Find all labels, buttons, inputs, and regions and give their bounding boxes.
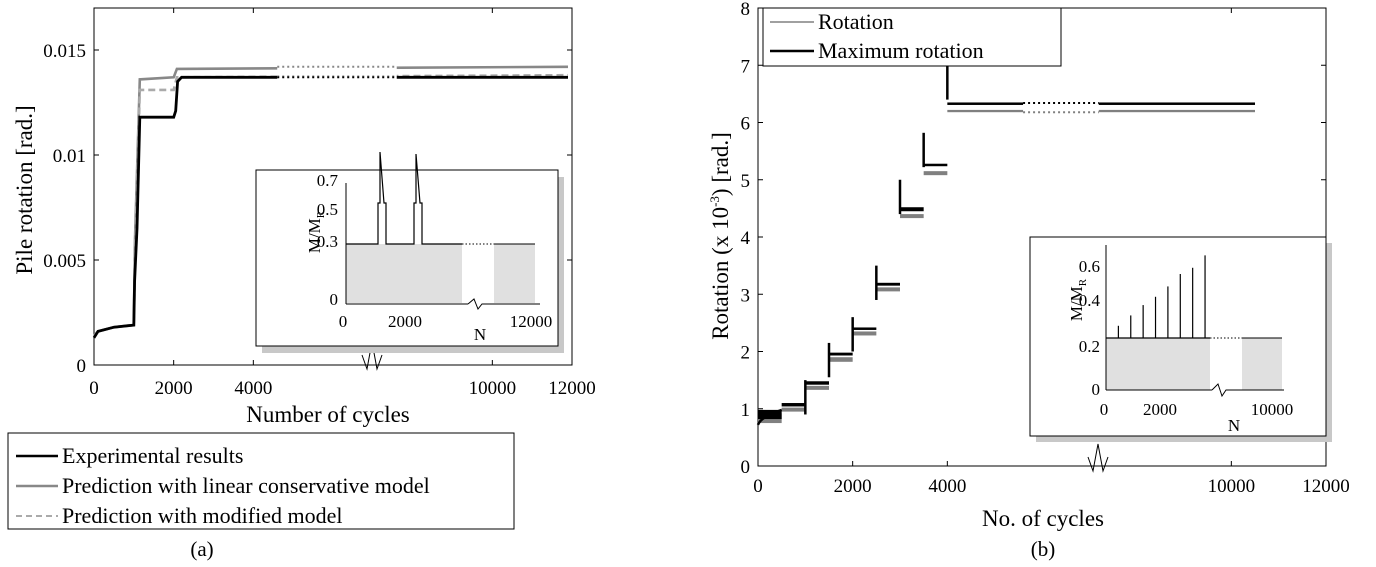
- b-legend-box: [762, 7, 1062, 67]
- b-inset: 0.6 0.4 0.2 0 0 2000 10000 N M/MR: [1029, 236, 1332, 442]
- plot-frame-a: [93, 7, 573, 366]
- b-ytick-label: 3: [741, 285, 751, 306]
- a-xlabel: Number of cycles: [246, 402, 410, 427]
- caption-b: (b): [1031, 537, 1056, 561]
- caption-a: (a): [190, 537, 213, 561]
- a-inset-fill-left: [346, 244, 462, 303]
- b-axis-break: [1087, 443, 1109, 473]
- a-xtick-label: 2000: [155, 378, 193, 399]
- b-legend: Rotation Maximum rotation: [762, 7, 1062, 67]
- a-inset-ytick: 0.7: [317, 171, 339, 190]
- b-max-band: [900, 207, 924, 212]
- b-ytick-label: 8: [741, 0, 751, 20]
- a-legend-box: [7, 432, 515, 530]
- b-xtick-label: 10000: [1208, 476, 1256, 497]
- b-max-band: [852, 327, 877, 330]
- b-xtick-label: 0: [753, 476, 763, 497]
- b-rotation-band: [947, 109, 1255, 113]
- b-max-band: [947, 102, 1255, 105]
- a-inset-xtick: 12000: [510, 312, 553, 331]
- b-xtick-label: 12000: [1302, 476, 1350, 497]
- a-xtick-label: 4000: [234, 378, 272, 399]
- a-ylabel: Pile rotation [rad.]: [12, 105, 37, 274]
- a-legend-label: Experimental results: [62, 443, 243, 468]
- b-ytick-label: 7: [741, 56, 751, 77]
- b-max-band: [781, 403, 806, 407]
- a-legend-label: Prediction with linear conservative mode…: [62, 473, 430, 498]
- a-series-line-0: [92, 75, 568, 339]
- a-series-group: [92, 60, 569, 339]
- a-legend-label: Prediction with modified model: [62, 503, 342, 528]
- b-rotation-band: [781, 407, 806, 412]
- a-inset-xlabel: N: [474, 325, 486, 344]
- a-axis-ticks: 0 2000 4000 10000 12000 0 0.005 0.01 0.015: [43, 8, 596, 399]
- b-xtick-label: 2000: [834, 476, 872, 497]
- b-inset-xtick: 10000: [1251, 400, 1294, 419]
- b-ytick-label: 6: [741, 114, 751, 135]
- b-axis-ticks: 0 2000 4000 10000 12000 0 1 2 3 4 5 6 7 8: [741, 0, 1350, 497]
- b-inset-ytick: 0: [1092, 380, 1101, 399]
- a-inset-ytick: 0: [330, 290, 339, 309]
- b-ytick-label: 1: [741, 400, 751, 421]
- a-ytick-label: 0.015: [43, 41, 86, 62]
- panel-b: 0 2000 4000 10000 12000 0 1 2 3 4 5 6 7 8 No. of cycl…: [707, 0, 1350, 561]
- b-ytick-label: 2: [741, 343, 751, 364]
- b-legend-label: Maximum rotation: [818, 38, 984, 63]
- b-inset-ytick: 0.6: [1079, 257, 1100, 276]
- a-xtick-label: 0: [89, 378, 99, 399]
- a-xtick-label: 12000: [548, 378, 596, 399]
- b-max-band: [876, 282, 900, 286]
- a-inset-xtick: 2000: [388, 312, 422, 331]
- b-inset-ytick: 0.4: [1079, 291, 1101, 310]
- b-rotation-band: [829, 357, 853, 362]
- b-xtick-label: 4000: [928, 476, 966, 497]
- a-legend: Experimental results Prediction with lin…: [7, 432, 515, 530]
- panel-a: 0 2000 4000 10000 12000 0 0.005 0.01 0.015 Numbe…: [7, 7, 596, 561]
- b-inset-ylabel: M/MR: [1067, 278, 1089, 321]
- b-inset-xlabel: N: [1228, 416, 1240, 435]
- a-inset-ytick: 0.5: [317, 200, 338, 219]
- b-legend-label: Rotation: [818, 9, 894, 34]
- b-ytick-label: 5: [741, 171, 751, 192]
- a-inset-xtick: 0: [339, 312, 348, 331]
- b-max-band: [805, 381, 829, 385]
- b-inset-xtick: 2000: [1143, 400, 1177, 419]
- b-inset-axis-break: [1211, 383, 1236, 398]
- b-rotation-band: [900, 214, 924, 219]
- a-inset-fill-right: [494, 244, 535, 303]
- b-inset-fill-right: [1242, 338, 1282, 390]
- b-inset-spikes: [1117, 255, 1206, 338]
- a-ytick-label: 0: [77, 356, 87, 377]
- b-rotation-band: [923, 171, 948, 176]
- b-ylabel: Rotation (x 10-3) [rad.]: [707, 132, 733, 340]
- a-break-mask: [277, 60, 397, 86]
- b-rotation-band: [876, 287, 900, 292]
- b-inset-fill-left: [1106, 338, 1210, 390]
- b-initial-curve: [756, 408, 783, 426]
- b-xlabel: No. of cycles: [982, 506, 1104, 531]
- b-ytick-label: 0: [741, 457, 751, 478]
- a-ytick-label: 0.005: [43, 251, 86, 272]
- b-inset-xtick: 0: [1100, 400, 1109, 419]
- b-inset-ytick: 0.2: [1079, 337, 1100, 356]
- a-xtick-label: 10000: [469, 378, 517, 399]
- b-rotation-band: [852, 331, 877, 336]
- b-series-group: [756, 65, 1255, 426]
- b-max-band: [829, 352, 853, 356]
- b-inset-box: [1029, 236, 1327, 437]
- b-max-band: [923, 163, 948, 167]
- a-inset-ylabel: M/MR: [305, 210, 327, 253]
- b-rotation-band: [805, 385, 829, 390]
- b-break-mask: [1023, 98, 1099, 117]
- a-inset-signal: [346, 151, 462, 245]
- b-ytick-label: 4: [741, 228, 751, 249]
- a-inset-ytick: 0.3: [317, 232, 338, 251]
- a-inset: 0.7 0.5 0.3 0 0 2000 12000 N M/MR: [255, 151, 564, 353]
- a-inset-axis-break: [467, 298, 488, 310]
- a-ytick-label: 0.01: [53, 146, 86, 167]
